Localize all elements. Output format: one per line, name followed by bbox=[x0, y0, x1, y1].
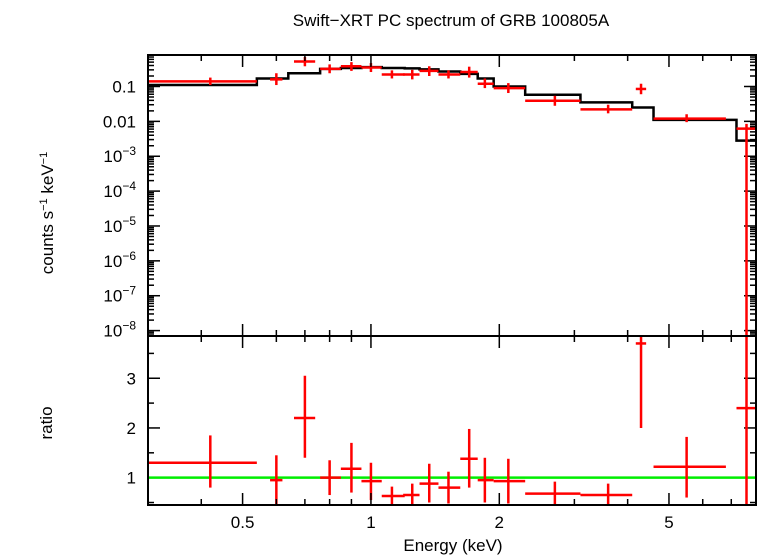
spectrum-point-16 bbox=[653, 114, 726, 123]
y-tick-label-top-3: 10−4 bbox=[103, 179, 136, 201]
spectrum-point-10 bbox=[460, 66, 478, 78]
spectrum-panel: counts s−1 keV−1 0.10.0110−310−410−510−6… bbox=[38, 54, 756, 341]
spectrum-point-4 bbox=[340, 62, 362, 71]
y-tick-label-top-4: 10−5 bbox=[103, 214, 136, 236]
ratio-point-6 bbox=[381, 486, 405, 505]
y-tick-mantissa: 10 bbox=[103, 147, 122, 166]
ratio-point-17 bbox=[736, 336, 756, 505]
spectrum-point-12 bbox=[493, 83, 526, 94]
x-tick-label-0.5: 0.5 bbox=[231, 513, 255, 532]
chart-title: Swift−XRT PC spectrum of GRB 100805A bbox=[293, 11, 610, 30]
y-tick-mantissa: 0.01 bbox=[103, 112, 136, 131]
y-tick-mantissa: 10 bbox=[103, 287, 122, 306]
ratio-point-15 bbox=[635, 336, 647, 428]
x-tick-label-2: 2 bbox=[495, 513, 504, 532]
y-tick-label-top-6: 10−7 bbox=[103, 284, 136, 306]
ratio-tick-label-2: 2 bbox=[127, 419, 136, 438]
spectrum-point-14 bbox=[580, 104, 633, 114]
spectrum-point-11 bbox=[477, 78, 494, 89]
model-step-curve bbox=[148, 65, 756, 142]
x-ticks bbox=[147, 55, 757, 505]
bottom-panel-frame bbox=[147, 335, 757, 506]
ylabel-exp-1: −1 bbox=[38, 198, 50, 211]
spectrum-point-7 bbox=[403, 69, 420, 80]
data-points-top bbox=[148, 57, 756, 336]
ratio-point-8 bbox=[419, 463, 439, 503]
ylabel-part-counts: counts s bbox=[38, 211, 57, 274]
y-tick-exponent: −7 bbox=[122, 284, 136, 298]
panel-frames bbox=[147, 54, 757, 506]
ratio-point-4 bbox=[340, 442, 362, 493]
spectrum-point-6 bbox=[381, 70, 405, 79]
y-tick-mantissa: 10 bbox=[103, 182, 122, 201]
ratio-point-10 bbox=[460, 428, 478, 488]
ratio-point-16 bbox=[653, 436, 726, 498]
y-tick-exponent: −5 bbox=[122, 214, 136, 228]
ratio-point-13 bbox=[525, 481, 581, 505]
spectrum-point-1 bbox=[270, 73, 283, 86]
ratio-point-11 bbox=[477, 457, 494, 503]
spectrum-point-9 bbox=[438, 70, 461, 79]
spectrum-point-15 bbox=[635, 83, 647, 95]
y-tick-exponent: −3 bbox=[122, 144, 136, 158]
top-panel-frame bbox=[147, 54, 757, 337]
ratio-point-12 bbox=[493, 458, 526, 504]
y-tick-label-top-5: 10−6 bbox=[103, 249, 136, 271]
ratio-point-7 bbox=[403, 483, 420, 505]
spectrum-point-0 bbox=[148, 77, 257, 86]
y-axis-label-top: counts s−1 keV−1 bbox=[38, 152, 57, 274]
top-y-ticks bbox=[148, 54, 756, 337]
x-tick-label-5: 5 bbox=[664, 513, 673, 532]
ylabel-part-kev: keV bbox=[38, 164, 57, 199]
spectrum-point-3 bbox=[320, 64, 341, 74]
y-tick-label-top-7: 10−8 bbox=[103, 319, 136, 341]
y-tick-label-top-1: 0.01 bbox=[103, 112, 136, 131]
spectrum-point-17 bbox=[736, 123, 756, 336]
y-tick-mantissa: 10 bbox=[103, 322, 122, 341]
y-tick-label-top-0: 0.1 bbox=[112, 77, 136, 96]
y-tick-exponent: −4 bbox=[122, 179, 136, 193]
ratio-tick-label-1: 1 bbox=[127, 469, 136, 488]
y-tick-exponent: −6 bbox=[122, 249, 136, 263]
ratio-panel: ratio 1 2 3 bbox=[37, 336, 756, 505]
y-tick-exponent: −8 bbox=[122, 319, 136, 333]
x-tick-labels: 0.5 1 2 5 bbox=[231, 513, 674, 532]
y-axis-label-bottom: ratio bbox=[37, 406, 56, 439]
y-tick-mantissa: 10 bbox=[103, 252, 122, 271]
ratio-point-14 bbox=[580, 483, 633, 505]
ratio-tick-label-3: 3 bbox=[127, 369, 136, 388]
model-curve-path bbox=[148, 65, 756, 142]
ratio-point-2 bbox=[294, 375, 316, 458]
spectrum-point-13 bbox=[525, 95, 581, 106]
ratio-point-9 bbox=[438, 471, 461, 504]
spectrum-point-8 bbox=[419, 66, 439, 76]
ratio-point-1 bbox=[270, 455, 283, 505]
ratio-point-3 bbox=[320, 460, 341, 496]
data-points-ratio bbox=[148, 336, 756, 505]
y-tick-mantissa: 0.1 bbox=[112, 77, 136, 96]
x-tick-label-1: 1 bbox=[366, 513, 375, 532]
bottom-y-ticks bbox=[148, 352, 756, 504]
ylabel-exp-2: −1 bbox=[38, 152, 50, 165]
bottom-y-tick-labels: 1 2 3 bbox=[127, 369, 136, 487]
ratio-point-0 bbox=[148, 435, 257, 488]
y-tick-label-top-2: 10−3 bbox=[103, 144, 136, 166]
x-axis-label: Energy (keV) bbox=[403, 536, 502, 555]
y-tick-mantissa: 10 bbox=[103, 217, 122, 236]
